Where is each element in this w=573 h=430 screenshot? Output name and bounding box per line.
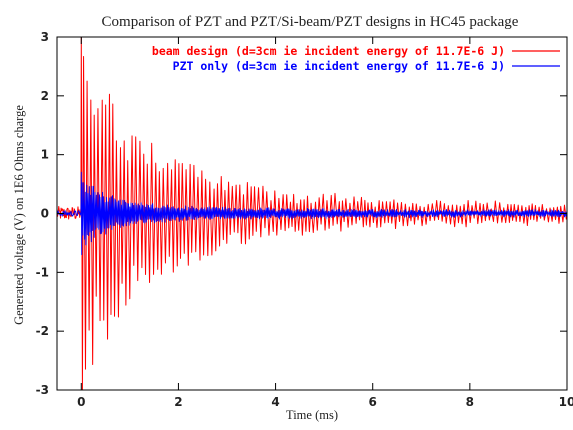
- y-axis-label: Generated voltage (V) on 1E6 Ohms charge: [12, 105, 26, 325]
- chart-title: Comparison of PZT and PZT/Si-beam/PZT de…: [102, 14, 519, 30]
- x-tick-label: 8: [466, 395, 474, 409]
- y-tick-label: -1: [36, 265, 49, 279]
- series-layer: [57, 37, 567, 390]
- y-tick-label: 1: [41, 148, 49, 162]
- x-tick-label: 2: [174, 395, 182, 409]
- x-tick-label: 10: [559, 395, 573, 409]
- x-tick-label: 4: [271, 395, 279, 409]
- x-axis-label: Time (ms): [286, 408, 338, 422]
- x-tick-label: 6: [369, 395, 377, 409]
- y-ticks: 3 2 1 0 -1 -2 -3: [36, 30, 567, 397]
- series-line-pzt-only: [57, 171, 567, 256]
- plot-frame: [56, 36, 568, 391]
- y-tick-label: 0: [41, 207, 49, 221]
- y-tick-label: -3: [36, 383, 49, 397]
- legend-label: beam design (d=3cm ie incident energy of…: [152, 44, 505, 58]
- y-tick-label: -2: [36, 324, 49, 338]
- legend-label: PZT only (d=3cm ie incident energy of 11…: [173, 59, 505, 73]
- legend: beam design (d=3cm ie incident energy of…: [152, 44, 560, 73]
- y-tick-label: 2: [41, 89, 49, 103]
- x-tick-label: 0: [77, 395, 85, 409]
- y-tick-label: 3: [41, 30, 49, 44]
